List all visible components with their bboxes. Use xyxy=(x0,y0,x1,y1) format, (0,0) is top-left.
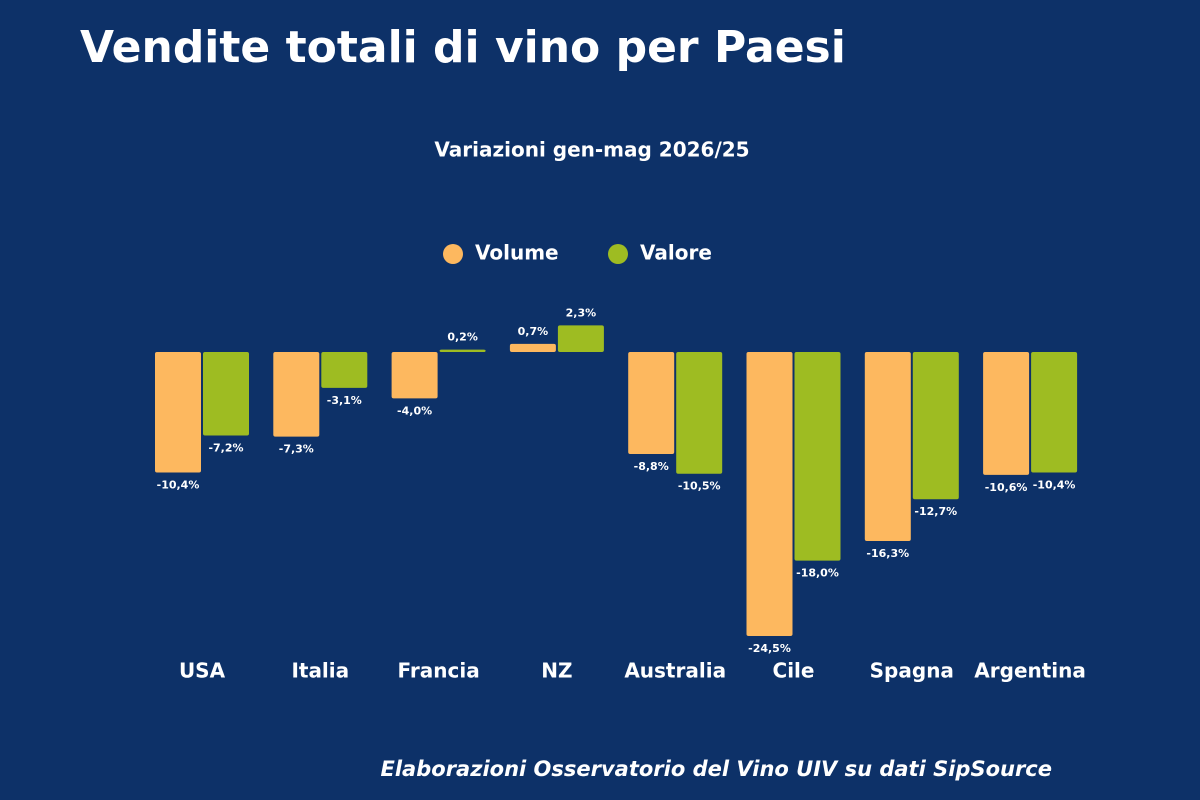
value-label: -4,0% xyxy=(397,404,432,417)
x-tick-label: Spagna xyxy=(870,659,954,683)
legend-label: Volume xyxy=(475,241,559,265)
x-tick-label: Argentina xyxy=(974,659,1086,683)
bar xyxy=(983,352,1030,475)
value-label: -10,5% xyxy=(678,480,721,493)
value-label: -16,3% xyxy=(866,547,909,560)
bar xyxy=(794,352,841,561)
value-label: -24,5% xyxy=(748,642,791,655)
x-tick-label: Cile xyxy=(773,659,815,683)
value-label: -8,8% xyxy=(634,460,669,473)
value-label: -10,4% xyxy=(157,479,200,492)
bar xyxy=(321,352,368,388)
x-tick-label: Australia xyxy=(624,659,726,683)
value-label: 0,7% xyxy=(518,325,549,338)
legend-label: Valore xyxy=(640,241,712,265)
value-label: -10,4% xyxy=(1033,479,1076,492)
x-tick-label: Italia xyxy=(291,659,349,683)
bar xyxy=(628,352,675,455)
legend-swatch xyxy=(608,244,628,264)
bar xyxy=(557,325,604,352)
source-note: Elaborazioni Osservatorio del Vino UIV s… xyxy=(381,757,1052,781)
bar xyxy=(273,352,320,437)
value-label: 0,2% xyxy=(447,331,478,344)
bar xyxy=(864,352,911,541)
bar xyxy=(203,352,249,436)
legend-swatch xyxy=(443,244,463,264)
bar xyxy=(509,343,556,352)
bar xyxy=(676,352,723,474)
value-label: 2,3% xyxy=(566,306,597,319)
value-label: -7,2% xyxy=(208,441,243,454)
bar xyxy=(439,349,486,352)
value-label: -7,3% xyxy=(279,443,314,456)
value-label: -10,6% xyxy=(985,481,1028,494)
value-label: -3,1% xyxy=(327,394,362,407)
x-tick-label: Francia xyxy=(398,659,480,683)
chart-subtitle: Variazioni gen-mag 2026/25 xyxy=(434,138,749,162)
bar xyxy=(746,352,793,636)
bar xyxy=(912,352,959,500)
value-label: -12,7% xyxy=(914,505,957,518)
x-tick-label: NZ xyxy=(541,659,572,683)
x-tick-label: USA xyxy=(179,659,226,683)
bar xyxy=(155,352,201,473)
bar xyxy=(1031,352,1078,473)
value-label: -18,0% xyxy=(796,567,839,580)
chart-title: Vendite totali di vino per Paesi xyxy=(80,22,846,73)
bar xyxy=(391,352,438,399)
